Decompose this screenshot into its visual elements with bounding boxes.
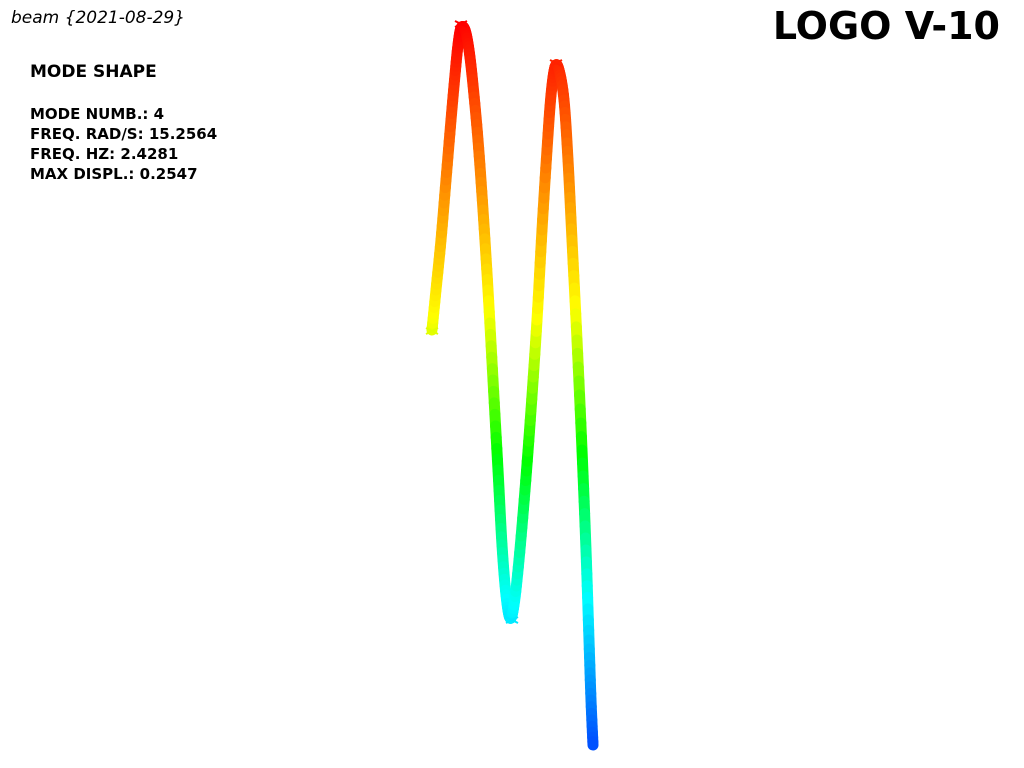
- freq-rad-row: FREQ. RAD/S: 15.2564: [30, 124, 217, 144]
- freq-hz-label: FREQ. HZ:: [30, 145, 116, 163]
- logo-text: LOGO V-10: [772, 4, 1000, 48]
- node-marker: [425, 327, 439, 335]
- max-displ-row: MAX DISPL.: 0.2547: [30, 164, 217, 184]
- mode-number-row: MODE NUMB.: 4: [30, 104, 217, 124]
- max-displ-value: 0.2547: [139, 165, 198, 183]
- freq-rad-label: FREQ. RAD/S:: [30, 125, 144, 143]
- mode-shape-heading: MODE SHAPE: [30, 62, 157, 82]
- freq-hz-value: 2.4281: [120, 145, 179, 163]
- mode-number-value: 4: [153, 105, 165, 123]
- node-marker: [505, 616, 519, 624]
- node-markers: [425, 20, 563, 624]
- node-marker: [454, 20, 468, 28]
- model-title: beam {2021-08-29}: [11, 8, 186, 28]
- deformed-beam: [426, 21, 599, 751]
- mode-info-panel: MODE SHAPE MODE NUMB.: 4 FREQ. RAD/S: 15…: [30, 62, 217, 184]
- mode-number-label: MODE NUMB.:: [30, 105, 149, 123]
- max-displ-label: MAX DISPL.:: [30, 165, 135, 183]
- freq-hz-row: FREQ. HZ: 2.4281: [30, 144, 217, 164]
- freq-rad-value: 15.2564: [148, 125, 218, 143]
- node-marker: [549, 59, 563, 67]
